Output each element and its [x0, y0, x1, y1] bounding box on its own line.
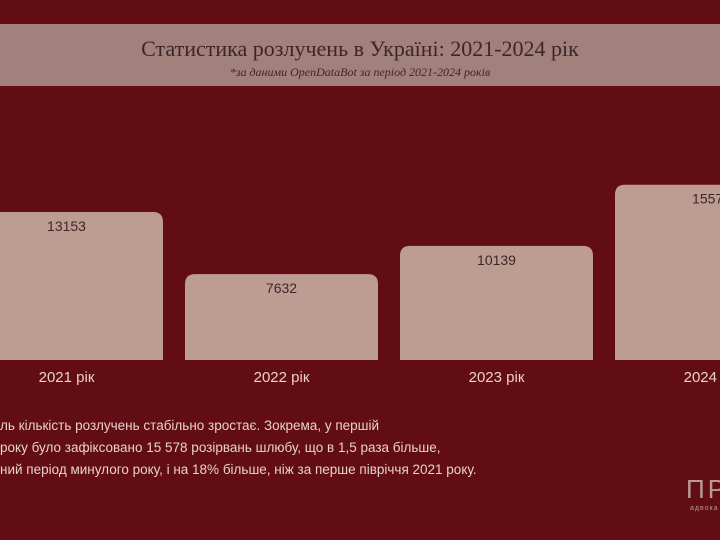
- bar-chart: 13153 2021 рік 7632 2022 рік 10139 2023 рік 15…: [0, 184, 720, 386]
- category-label-4: 2024 рік: [684, 369, 720, 386]
- summary-line-2: року було зафіксовано 15 578 розірвань ш…: [0, 440, 441, 455]
- summary-line-1: ль кількість розлучень стабільно зростає…: [0, 418, 380, 433]
- bar-3: [400, 245, 593, 360]
- brand-logo: ПР: [686, 474, 720, 504]
- bar-2: [185, 274, 378, 360]
- summary-text: ль кількість розлучень стабільно зростає…: [0, 415, 610, 481]
- chart-title: Статистика розлучень в Україні: 2021-202…: [141, 36, 579, 61]
- chart-subtitle: *за даними OpenDataBot за період 2021-20…: [229, 65, 491, 79]
- bar-1: [0, 212, 163, 360]
- value-label-3: 10139: [477, 252, 516, 268]
- category-label-3: 2023 рік: [469, 369, 525, 386]
- category-label-1: 2021 рік: [39, 369, 95, 386]
- header-banner: Статистика розлучень в Україні: 2021-202…: [0, 24, 720, 86]
- brand-logo-subtext: адвока: [690, 505, 719, 512]
- category-label-2: 2022 рік: [254, 369, 310, 386]
- value-label-1: 13153: [47, 218, 86, 234]
- bar-4: [615, 184, 720, 360]
- summary-line-3: ний період минулого року, і на 18% більш…: [0, 462, 477, 477]
- value-label-2: 7632: [266, 280, 297, 296]
